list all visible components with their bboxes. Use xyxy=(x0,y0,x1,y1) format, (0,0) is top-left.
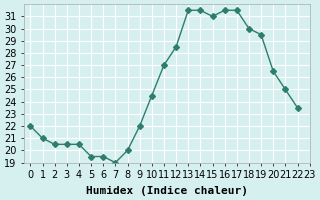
X-axis label: Humidex (Indice chaleur): Humidex (Indice chaleur) xyxy=(86,186,248,196)
